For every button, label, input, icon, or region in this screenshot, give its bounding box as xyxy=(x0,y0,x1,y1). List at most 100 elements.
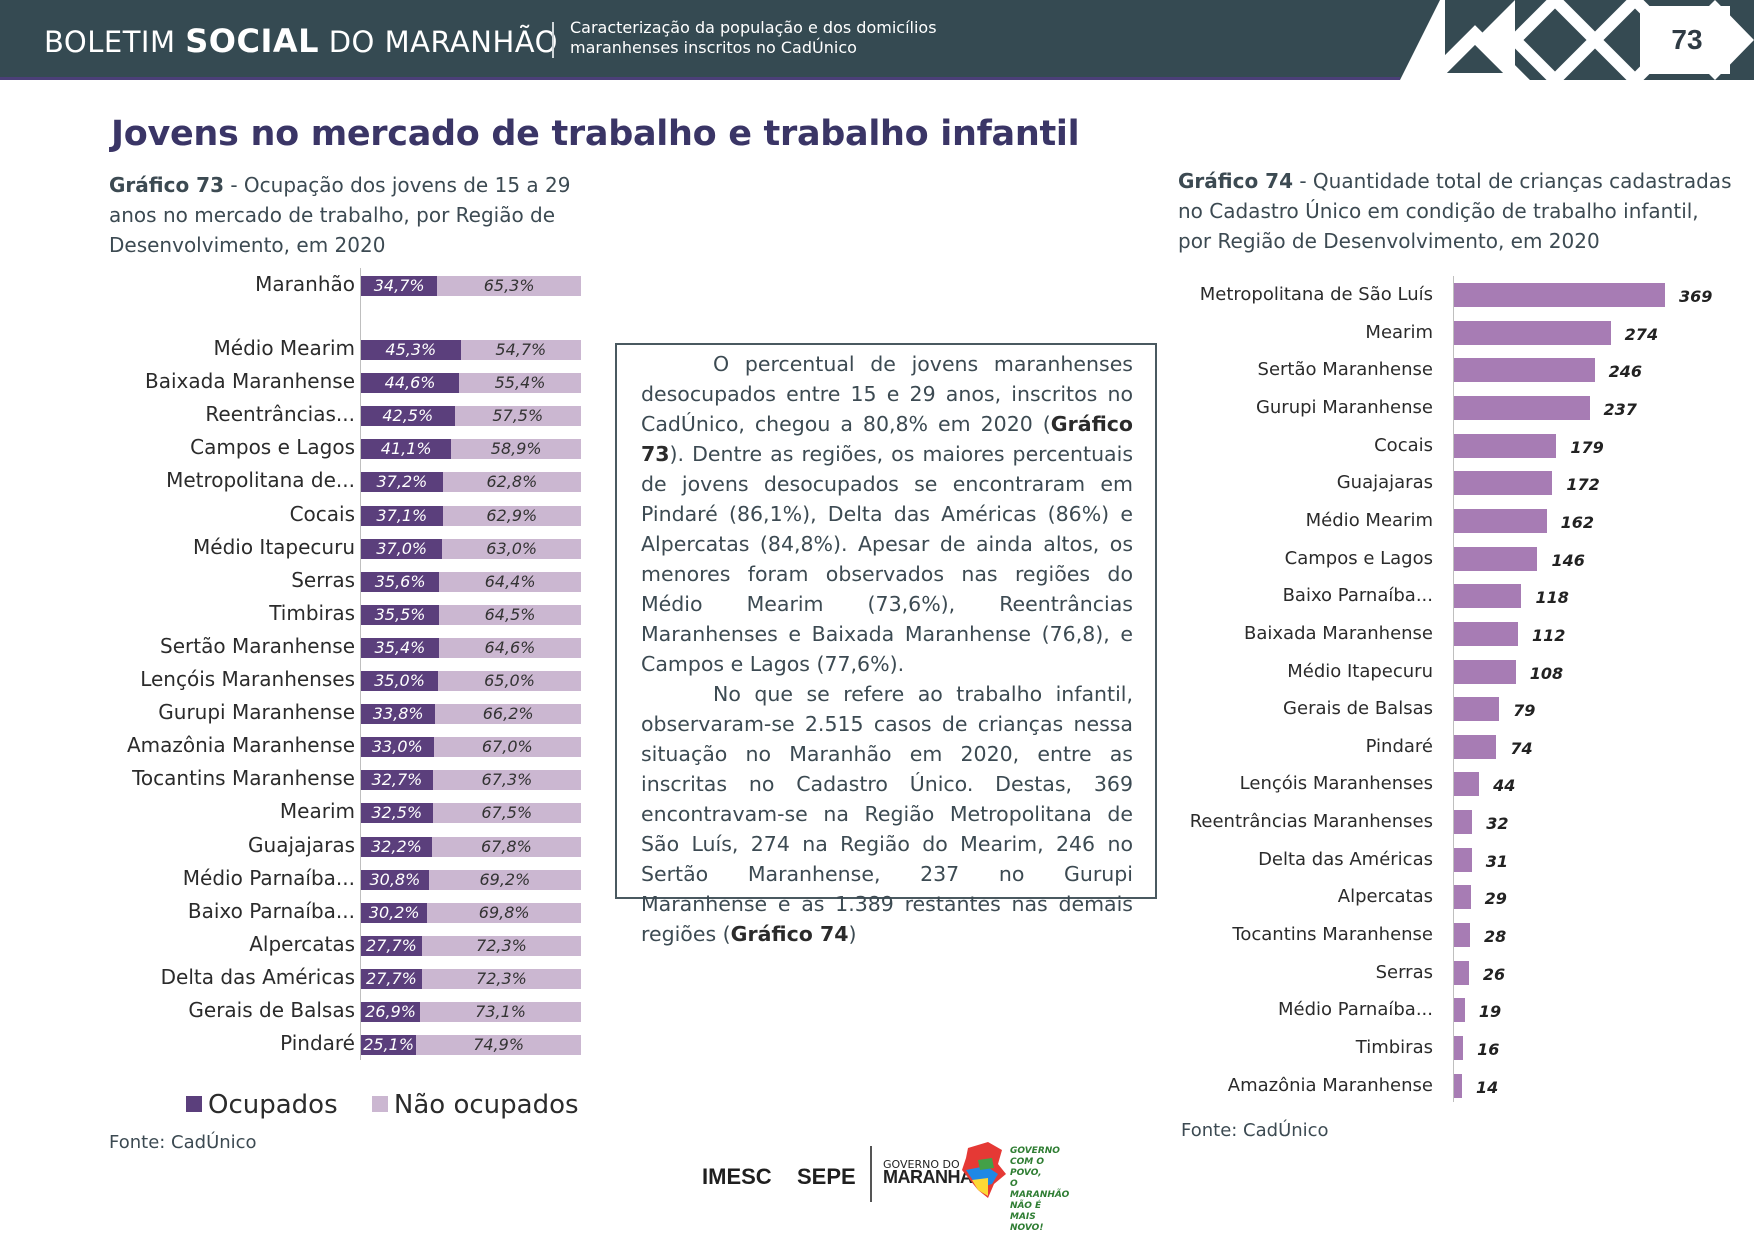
chart74-category-label: Lençóis Maranhenses xyxy=(1239,773,1433,795)
sepe-logo: SEPE xyxy=(797,1164,856,1189)
chart74-bar xyxy=(1454,433,1557,458)
chart73-bar-ocupados xyxy=(361,1002,421,1022)
chart73-value-ocupados: 37,2% xyxy=(376,472,428,492)
chart73-bar-ocupados xyxy=(361,439,452,460)
chart73-value-ocupados: 33,8% xyxy=(372,704,424,724)
chart73-value-nao-ocupados: 58,9% xyxy=(490,439,542,459)
chart73-category-label: Guajajaras xyxy=(248,832,355,857)
chart73-bar-nao-ocupados xyxy=(435,704,581,725)
chart73-bar-ocupados xyxy=(361,276,438,296)
chart73-bar-nao-ocupados xyxy=(438,637,581,658)
chart73-bar-ocupados xyxy=(361,340,461,360)
legend-swatch-ocupados xyxy=(186,1095,202,1112)
chart74-category-label: Campos e Lagos xyxy=(1284,547,1433,569)
maranhao-map-icon xyxy=(962,1142,1006,1198)
chart74-category-label: Guajajaras xyxy=(1336,472,1433,494)
chart74-value-label: 44 xyxy=(1493,776,1516,796)
chart74-category-label: Médio Mearim xyxy=(1305,509,1433,531)
header-accent-line xyxy=(0,77,1400,80)
chart73-category-label: Metropolitana de... xyxy=(166,468,355,493)
chart74-bar xyxy=(1454,358,1595,383)
chart73-bar-ocupados xyxy=(361,704,436,725)
chart74-value-label: 14 xyxy=(1476,1077,1499,1097)
chart73-bar-ocupados xyxy=(361,935,422,956)
header-subtitle: Caracterização da população e dos domicí… xyxy=(570,18,937,57)
chart74-category-label: Baixo Parnaíba... xyxy=(1282,585,1433,607)
chart73-category-label: Baixada Maranhense xyxy=(145,369,355,394)
chart74-bar xyxy=(1454,546,1538,571)
chart73-category-label: Sertão Maranhense xyxy=(160,633,355,658)
legend-swatch-nao-ocupados xyxy=(371,1095,388,1112)
chart73-value-nao-ocupados: 62,9% xyxy=(486,505,538,525)
chart73-bar-nao-ocupados xyxy=(439,571,581,592)
chart73-value-ocupados: 44,6% xyxy=(384,373,436,393)
chart73-bar-nao-ocupados xyxy=(442,538,581,559)
chart73-value-nao-ocupados: 64,5% xyxy=(484,604,536,624)
chart73-bar-nao-ocupados xyxy=(459,373,581,394)
chart73-value-nao-ocupados: 67,0% xyxy=(481,737,533,757)
chart73-bar-nao-ocupados xyxy=(454,406,581,427)
chart73-value-nao-ocupados: 64,6% xyxy=(484,637,536,657)
chart73-value-nao-ocupados: 69,8% xyxy=(478,902,530,922)
chart73-bar-nao-ocupados xyxy=(421,968,581,989)
governo-maranhao-logo: GOVERNO DO MARANHÃO xyxy=(883,1158,987,1187)
footer-divider xyxy=(870,1146,872,1202)
chart73-caption: Gráfico 73 - Ocupação dos jovens de 15 a… xyxy=(109,173,571,257)
chart73-category-label: Médio Itapecuru xyxy=(193,534,355,559)
chart74-bar xyxy=(1454,621,1519,646)
chart73-bar-ocupados xyxy=(361,538,443,559)
page-number: 73 xyxy=(1671,24,1703,55)
chart73-value-nao-ocupados: 72,3% xyxy=(476,935,527,955)
chart73-bar-nao-ocupados xyxy=(432,803,581,824)
chart73-bar-nao-ocupados xyxy=(421,935,581,956)
legend-item-nao-ocupados: Não ocupados xyxy=(371,1090,579,1120)
chart73-value-nao-ocupados: 66,2% xyxy=(482,704,534,724)
chart74-category-label: Tocantins Maranhense xyxy=(1232,924,1433,946)
chart74-category-label: Timbiras xyxy=(1355,1037,1433,1058)
chart74-category-label: Metropolitana de São Luís xyxy=(1199,284,1433,305)
chart74-category-label: Amazônia Maranhense xyxy=(1227,1074,1433,1096)
chart74-bar xyxy=(1454,810,1473,835)
chart73-value-ocupados: 37,0% xyxy=(376,538,428,558)
chart73-bar-ocupados xyxy=(361,373,460,394)
chart74-category-label: Cocais xyxy=(1374,434,1433,456)
chart73-bar-nao-ocupados xyxy=(442,505,581,526)
chart73-bar-nao-ocupados xyxy=(428,869,581,890)
chart74-value-label: 112 xyxy=(1532,625,1566,645)
chart73-bar-ocupados xyxy=(361,571,440,592)
chart73-value-nao-ocupados: 55,4% xyxy=(494,373,546,393)
chart74-value-label: 16 xyxy=(1477,1040,1500,1059)
chart73-bar-ocupados xyxy=(361,505,443,526)
chart74-value-label: 28 xyxy=(1484,927,1507,947)
chart73-value-ocupados: 34,7% xyxy=(373,276,425,295)
chart74-value-label: 32 xyxy=(1486,814,1509,834)
chart73-value-nao-ocupados: 64,4% xyxy=(484,571,536,591)
chart73-bar-nao-ocupados xyxy=(427,902,581,923)
chart74-bar xyxy=(1454,659,1516,684)
chart74-category-label: Alpercatas xyxy=(1337,886,1433,908)
chart74-category-label: Reentrâncias Maranhenses xyxy=(1189,811,1433,833)
chart74-value-label: 246 xyxy=(1608,362,1643,382)
chart74-value-label: 108 xyxy=(1529,663,1564,683)
chart73-value-ocupados: 37,1% xyxy=(376,505,428,525)
chart73-bar-ocupados xyxy=(361,472,443,493)
chart74-value-label: 79 xyxy=(1513,701,1536,721)
chart74-bar xyxy=(1454,395,1590,420)
chart74-category-label: Delta das Américas xyxy=(1258,848,1433,870)
chart73-category-label: Alpercatas xyxy=(249,931,355,956)
chart73-category-label: Timbiras xyxy=(269,600,355,625)
chart74-bar xyxy=(1454,885,1471,910)
chart74-category-label: Serras xyxy=(1375,961,1433,983)
governo-slogan: GOVERNO COM O POVO, O MARANHÃO NÃO É MAI… xyxy=(1010,1146,1070,1233)
chart73-bar-nao-ocupados xyxy=(420,1002,581,1022)
chart74-value-label: 369 xyxy=(1679,287,1713,306)
chart73-legend: Ocupados Não ocupados xyxy=(186,1090,605,1120)
chart73-bar-ocupados xyxy=(361,604,440,625)
chart73-axis xyxy=(360,268,361,1060)
chart74-bar xyxy=(1454,508,1547,533)
chart73-category-label: Delta das Américas xyxy=(160,964,355,989)
chart73-value-nao-ocupados: 65,3% xyxy=(483,276,535,295)
chart74-value-label: 237 xyxy=(1603,399,1637,419)
chart74-value-label: 146 xyxy=(1551,550,1585,570)
chart74-value-label: 179 xyxy=(1570,437,1604,457)
